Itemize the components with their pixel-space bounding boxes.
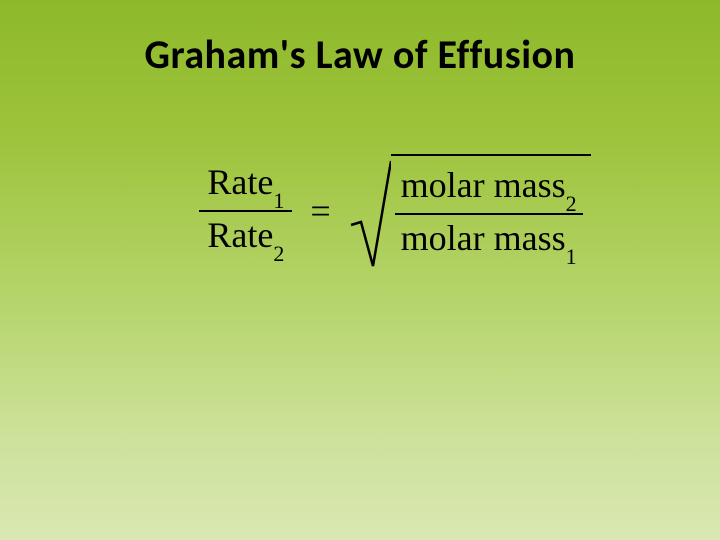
left-denominator: Rate2 bbox=[199, 212, 292, 263]
left-den-sub: 2 bbox=[273, 241, 284, 266]
equals-sign: = bbox=[310, 190, 330, 232]
right-denominator: molar mass1 bbox=[395, 215, 583, 266]
slide-title: Graham's Law of Effusion bbox=[0, 0, 720, 79]
equation: Rate1 Rate2 = molar mass2 molar mass1 bbox=[0, 154, 720, 268]
radical-icon bbox=[349, 154, 391, 268]
square-root: molar mass2 molar mass1 bbox=[349, 154, 591, 268]
right-num-sub: 2 bbox=[566, 191, 577, 216]
right-den-sub: 1 bbox=[566, 244, 577, 269]
left-fraction: Rate1 Rate2 bbox=[199, 159, 292, 263]
right-num-base: molar mass bbox=[401, 165, 566, 205]
left-num-sub: 1 bbox=[273, 188, 284, 213]
right-numerator: molar mass2 bbox=[395, 162, 583, 213]
left-numerator: Rate1 bbox=[199, 159, 292, 210]
left-den-base: Rate bbox=[207, 215, 273, 255]
left-num-base: Rate bbox=[207, 162, 273, 202]
right-den-base: molar mass bbox=[401, 218, 566, 258]
right-fraction: molar mass2 molar mass1 bbox=[395, 162, 583, 266]
radicand-wrapper: molar mass2 molar mass1 bbox=[391, 154, 591, 268]
